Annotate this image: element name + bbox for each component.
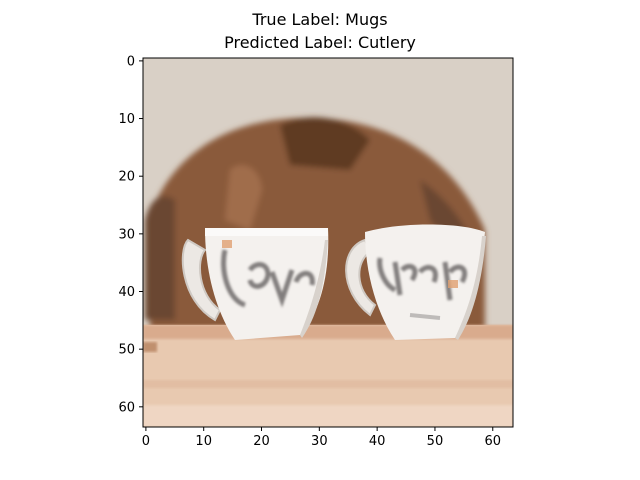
y-tick-label: 60 (118, 400, 135, 415)
title-true-label: True Label: Mugs (252, 10, 388, 29)
left-mug (181, 228, 329, 340)
right-mug (345, 224, 486, 340)
y-tick-label: 10 (118, 112, 135, 127)
axes-frame (142, 57, 514, 428)
mugs-photo (143, 58, 513, 427)
y-tick-label: 0 (127, 54, 135, 69)
x-tick-label: 30 (311, 434, 328, 449)
title-predicted-label: Predicted Label: Cutlery (224, 33, 416, 52)
x-tick-label: 0 (142, 434, 150, 449)
y-tick-label: 20 (118, 170, 135, 185)
y-tick-label: 40 (118, 285, 135, 300)
table-region (143, 325, 513, 427)
x-tick-label: 60 (484, 434, 501, 449)
x-tick-label: 20 (253, 434, 270, 449)
x-tick-label: 10 (195, 434, 212, 449)
x-tick-label: 40 (369, 434, 386, 449)
x-axis: 0 10 20 30 40 50 60 (142, 427, 501, 449)
y-axis: 0 10 20 30 40 50 60 (118, 54, 143, 415)
y-tick-label: 30 (118, 227, 135, 242)
x-tick-label: 50 (427, 434, 444, 449)
y-tick-label: 50 (118, 343, 135, 358)
